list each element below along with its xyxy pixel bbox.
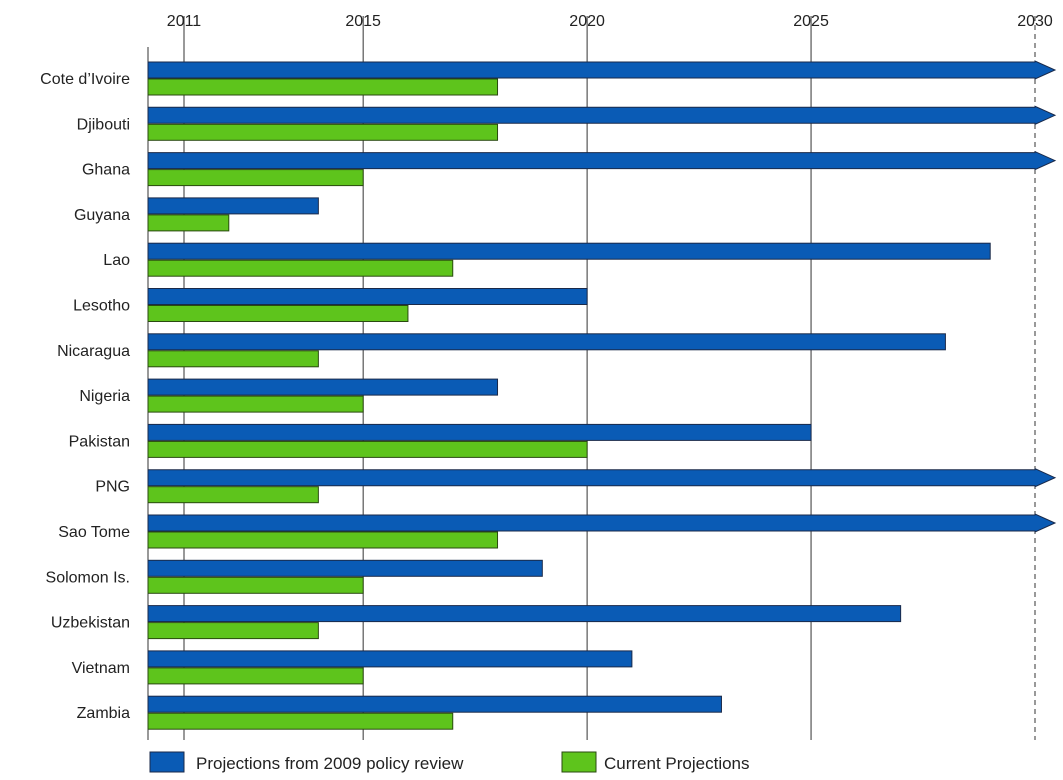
- category-label: Lao: [103, 252, 130, 269]
- category-label: Nicaragua: [57, 343, 130, 360]
- category-label: Lesotho: [73, 298, 130, 315]
- bar-2009-projection: [147, 650, 633, 668]
- bar-current-projection: [147, 350, 319, 368]
- bar-current-projection: [147, 305, 409, 322]
- bar-2009-projection: [147, 513, 1057, 533]
- category-label: PNG: [95, 479, 130, 496]
- category-label: Zambia: [77, 705, 130, 722]
- category-label: Djibouti: [77, 116, 130, 133]
- category-label: Vietnam: [72, 660, 130, 677]
- x-tick-label: 2011: [167, 13, 202, 30]
- category-label: Pakistan: [69, 433, 130, 450]
- x-tick-label: 2015: [345, 13, 381, 30]
- bar-2009-projection: [147, 467, 1057, 488]
- bar-current-projection: [147, 576, 364, 594]
- bar-current-projection: [147, 78, 499, 96]
- legend-swatch-current: [561, 751, 597, 773]
- bar-current-projection: [147, 667, 364, 685]
- category-label: Nigeria: [79, 388, 130, 405]
- category-label: Solomon Is.: [46, 569, 130, 586]
- bar-2009-projection: [147, 288, 588, 305]
- bar-2009-projection: [147, 378, 499, 396]
- bar-current-projection: [147, 531, 499, 549]
- x-tick-label: 2020: [569, 13, 605, 30]
- bar-2009-projection: [147, 60, 1057, 80]
- category-label: Cote d’Ivoire: [40, 71, 130, 88]
- category-label: Sao Tome: [58, 524, 130, 541]
- category-label: Uzbekistan: [51, 615, 130, 632]
- bar-current-projection: [147, 169, 364, 187]
- legend-label-2009: Projections from 2009 policy review: [196, 754, 464, 773]
- category-label: Guyana: [74, 207, 130, 224]
- bar-current-projection: [147, 622, 319, 640]
- bar-current-projection: [147, 395, 364, 413]
- bar-current-projection: [147, 440, 588, 458]
- bar-current-projection: [147, 214, 230, 232]
- x-tick-label: 2030: [1017, 13, 1053, 30]
- bar-2009-projection: [147, 105, 1057, 126]
- bar-2009-projection: [147, 559, 543, 577]
- bar-2009-projection: [147, 197, 319, 215]
- bar-2009-projection: [147, 242, 991, 260]
- bar-current-projection: [147, 123, 499, 141]
- bar-2009-projection: [147, 150, 1057, 171]
- bar-current-projection: [147, 259, 454, 277]
- legend-label-current: Current Projections: [604, 754, 750, 773]
- bar-2009-projection: [147, 695, 722, 713]
- bar-current-projection: [147, 712, 454, 730]
- bar-2009-projection: [147, 605, 902, 623]
- legend-swatch-2009: [149, 751, 185, 773]
- category-label: Ghana: [82, 162, 130, 179]
- bar-2009-projection: [147, 333, 946, 351]
- x-tick-label: 2025: [793, 13, 829, 30]
- bar-current-projection: [147, 486, 319, 504]
- bar-2009-projection: [147, 423, 812, 441]
